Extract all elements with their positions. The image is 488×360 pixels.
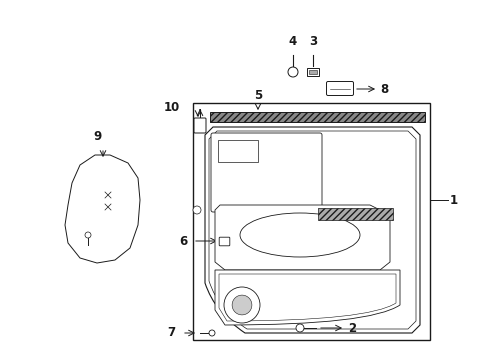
FancyBboxPatch shape xyxy=(210,133,321,212)
Text: 7: 7 xyxy=(166,327,175,339)
Bar xyxy=(317,208,392,220)
PathPatch shape xyxy=(219,274,395,321)
Bar xyxy=(209,112,424,122)
Circle shape xyxy=(85,232,91,238)
FancyBboxPatch shape xyxy=(219,237,229,246)
Polygon shape xyxy=(65,155,140,263)
Bar xyxy=(308,70,316,74)
Text: 3: 3 xyxy=(308,35,316,48)
Bar xyxy=(306,68,318,76)
Text: 6: 6 xyxy=(180,234,187,248)
PathPatch shape xyxy=(215,270,399,325)
Text: 2: 2 xyxy=(347,321,355,334)
PathPatch shape xyxy=(204,127,419,333)
Circle shape xyxy=(224,287,260,323)
Text: 9: 9 xyxy=(93,130,101,143)
Circle shape xyxy=(287,67,297,77)
Text: 10: 10 xyxy=(163,100,180,113)
Circle shape xyxy=(193,206,201,214)
Ellipse shape xyxy=(240,213,359,257)
Text: 4: 4 xyxy=(288,35,297,48)
PathPatch shape xyxy=(215,205,389,270)
FancyBboxPatch shape xyxy=(326,81,353,95)
Circle shape xyxy=(295,324,304,332)
Circle shape xyxy=(208,330,215,336)
FancyBboxPatch shape xyxy=(194,118,205,133)
Circle shape xyxy=(232,295,251,315)
Bar xyxy=(193,103,429,340)
Text: 8: 8 xyxy=(379,82,387,95)
Text: 1: 1 xyxy=(449,194,457,207)
PathPatch shape xyxy=(208,131,415,329)
Bar xyxy=(218,140,258,162)
Text: 5: 5 xyxy=(253,89,262,102)
